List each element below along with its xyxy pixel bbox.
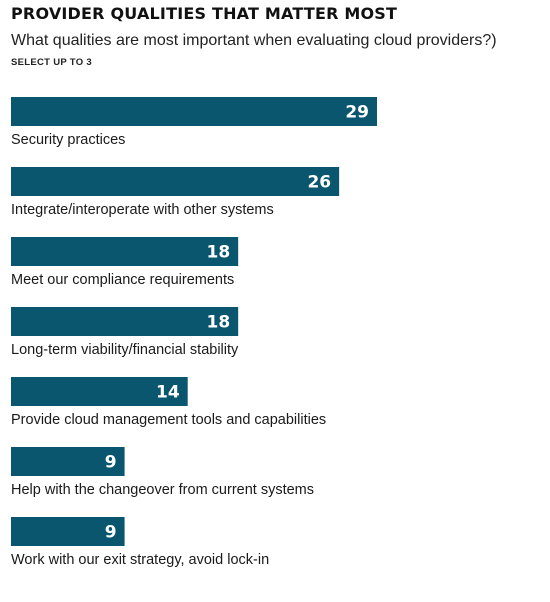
bar-value-label: 18	[207, 243, 231, 263]
bar	[11, 517, 125, 546]
category-label: Help with the changeover from current sy…	[11, 482, 314, 498]
bar-value-label: 29	[345, 103, 369, 123]
bar	[11, 307, 239, 336]
bar-group: 26 Integrate/interoperate with other syst…	[11, 167, 340, 218]
bar-value-label: 18	[207, 313, 231, 333]
chart-subtitle: What qualities are most important when e…	[11, 32, 497, 49]
bar-group: 18 Long-term viability/financial stabilit…	[11, 307, 239, 358]
bar-group: 9 Work with our exit strategy, avoid lock…	[11, 517, 269, 568]
bar	[11, 167, 340, 196]
bar-value-label: 9	[105, 453, 117, 473]
bar-value-label: 9	[105, 523, 117, 543]
category-label: Provide cloud management tools and capab…	[11, 412, 326, 428]
bar-value-label: 26	[307, 173, 331, 193]
category-label: Security practices	[11, 132, 125, 148]
bar-value-label: 14	[156, 383, 180, 403]
category-label: Integrate/interoperate with other system…	[11, 202, 274, 218]
bar-group: 18 Meet our compliance requirements	[11, 237, 239, 288]
bar-group: 14 Provide cloud management tools and cap…	[11, 377, 326, 428]
category-label: Long-term viability/financial stability	[11, 342, 239, 358]
bar	[11, 447, 125, 476]
chart-title: PROVIDER QUALITIES THAT MATTER MOST	[11, 4, 398, 23]
category-label: Meet our compliance requirements	[11, 272, 234, 288]
chart-note: SELECT UP TO 3	[11, 57, 92, 68]
bar	[11, 97, 377, 126]
category-label: Work with our exit strategy, avoid lock-…	[11, 552, 269, 568]
bar	[11, 237, 239, 266]
bar-group: 9 Help with the changeover from current s…	[11, 447, 314, 498]
bar	[11, 377, 188, 406]
bar-group: 29 Security practices	[11, 97, 377, 148]
